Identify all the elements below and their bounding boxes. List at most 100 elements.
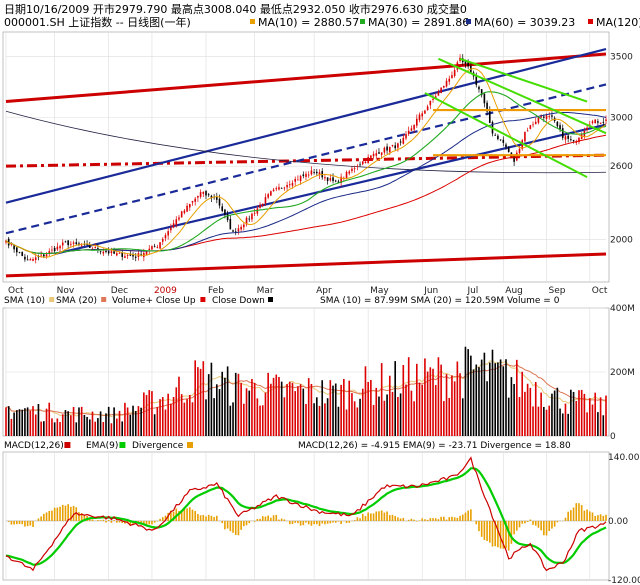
candle-body	[129, 254, 132, 256]
candle-body	[340, 176, 342, 183]
candle-body	[197, 195, 199, 198]
candle-body	[410, 128, 413, 131]
volume-legend-swatch	[268, 297, 273, 302]
volume-bar	[586, 412, 588, 436]
divergence-bar	[491, 520, 494, 547]
volume-bar	[348, 380, 351, 436]
red-trendline	[5, 153, 607, 168]
candle-body	[207, 194, 210, 196]
candle-body	[518, 148, 521, 154]
volume-bar	[372, 404, 375, 436]
volume-bar	[186, 399, 188, 436]
candle-body	[156, 246, 159, 248]
divergence-bar	[378, 511, 380, 521]
candle-body	[67, 240, 69, 246]
candle-body	[34, 257, 37, 261]
divergence-bar	[478, 520, 480, 532]
candle-body	[324, 177, 326, 179]
volume-bar	[256, 398, 259, 436]
divergence-bar	[72, 505, 75, 521]
divergence-bar	[240, 520, 242, 530]
candle-body	[451, 75, 453, 79]
volume-bar	[361, 388, 364, 436]
divergence-bar	[186, 508, 188, 521]
volume-bar	[475, 364, 478, 436]
candle-body	[526, 130, 529, 132]
divergence-bar	[275, 514, 278, 521]
divergence-bar	[118, 520, 121, 523]
divergence-bar	[178, 511, 180, 521]
candle-body	[264, 197, 267, 204]
divergence-bar	[443, 516, 445, 521]
divergence-bar	[75, 507, 78, 521]
volume-bar	[494, 363, 496, 436]
candle-body	[199, 192, 202, 197]
divergence-bar	[188, 507, 191, 521]
volume-bar	[72, 406, 75, 436]
volume-bar	[472, 369, 475, 436]
candle-body	[278, 187, 280, 190]
candle-body	[421, 113, 424, 117]
candle-body	[399, 141, 402, 143]
volume-legend-swatch	[200, 297, 206, 302]
divergence-bar	[399, 518, 402, 521]
volume-tick-label: 400M	[610, 304, 635, 314]
candle-body	[80, 245, 83, 247]
volume-bar	[13, 412, 15, 436]
divergence-bar	[551, 520, 553, 529]
divergence-bar	[580, 505, 583, 521]
volume-bar	[421, 384, 424, 436]
candle-body	[159, 242, 161, 249]
candle-body	[132, 254, 134, 257]
candle-body	[288, 184, 291, 186]
volume-bar	[356, 407, 359, 436]
volume-bar	[64, 410, 67, 436]
divergence-bar	[172, 511, 175, 521]
divergence-bar	[591, 512, 594, 521]
divergence-bar	[402, 517, 405, 521]
divergence-bar	[310, 520, 313, 526]
divergence-bar	[602, 515, 605, 521]
candle-body	[413, 125, 415, 130]
volume-bar	[78, 407, 80, 436]
volume-bar	[216, 384, 218, 436]
divergence-bar	[164, 515, 167, 521]
divergence-bar	[578, 503, 580, 521]
volume-bar	[534, 382, 537, 436]
candle-body	[564, 136, 567, 140]
volume-bar	[99, 411, 102, 436]
candle-body	[318, 172, 321, 175]
candle-body	[256, 208, 259, 214]
divergence-bar	[232, 520, 234, 533]
volume-bar	[497, 362, 499, 436]
candle-body	[121, 252, 124, 257]
divergence-bar	[518, 520, 521, 528]
candle-body	[221, 206, 224, 211]
candle-body	[467, 62, 469, 67]
candle-body	[280, 187, 283, 189]
candle-body	[599, 122, 602, 124]
candle-body	[26, 259, 29, 261]
month-tick-label: Oct	[592, 286, 608, 296]
quote-summary: 日期10/16/2009 开市2979.790 最高点3008.040 最低点2…	[4, 2, 467, 16]
divergence-bar	[494, 520, 496, 547]
volume-bar	[602, 415, 605, 436]
volume-bar	[240, 383, 242, 436]
divergence-bar	[83, 515, 86, 521]
volume-bar	[107, 406, 110, 436]
divergence-bar	[270, 517, 272, 521]
divergence-bar	[545, 520, 548, 536]
volume-bar	[94, 421, 96, 436]
divergence-bar	[359, 518, 361, 521]
divergence-bar	[372, 513, 375, 521]
volume-bar	[399, 393, 402, 436]
divergence-bar	[486, 520, 488, 541]
volume-bar	[251, 378, 253, 436]
volume-bar	[143, 392, 145, 436]
divergence-bar	[113, 520, 115, 521]
macd-legend-item: EMA(9)	[86, 441, 118, 451]
volume-bar	[483, 352, 486, 436]
divergence-bar	[313, 520, 315, 525]
ma-legend-swatch	[360, 19, 365, 24]
candle-body	[502, 139, 505, 143]
